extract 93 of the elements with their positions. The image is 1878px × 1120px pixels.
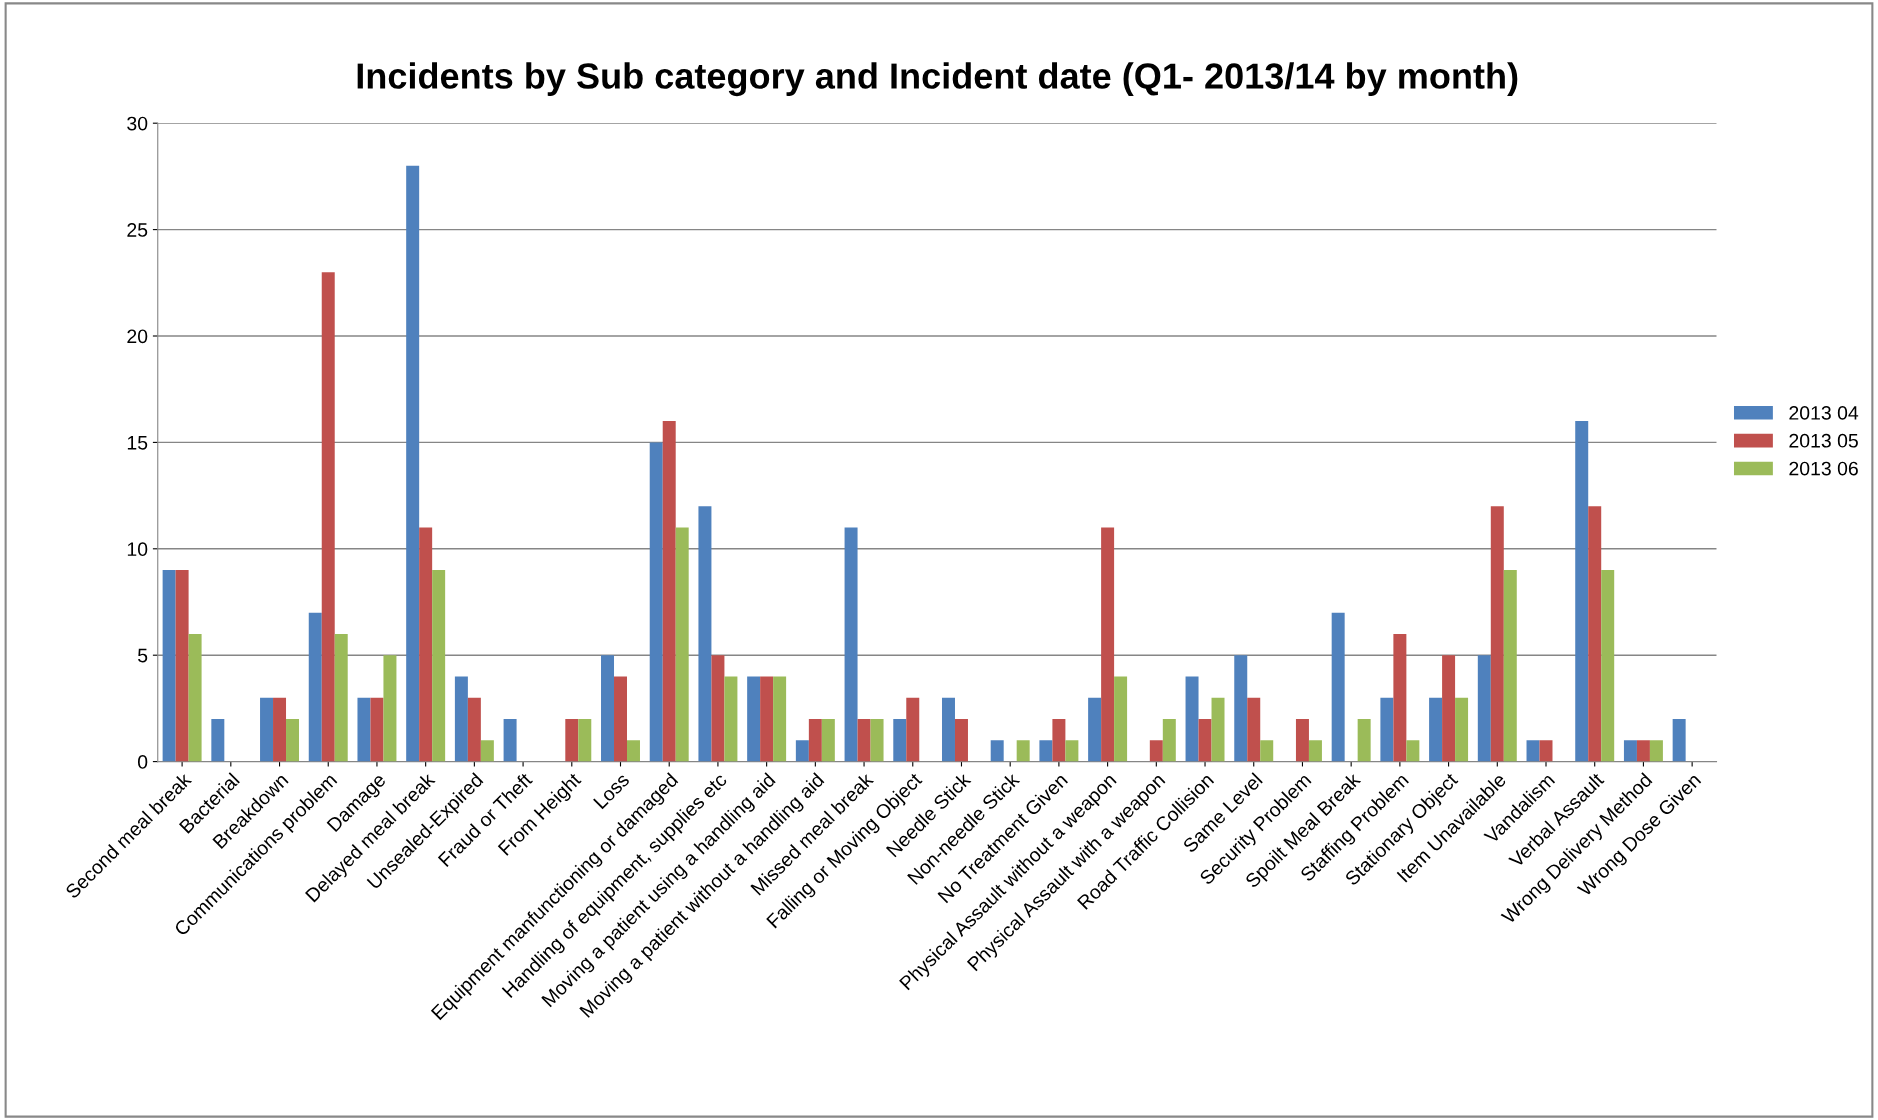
bar [1101, 527, 1115, 762]
bar [893, 719, 907, 762]
bar [1114, 676, 1128, 762]
bar [760, 676, 774, 762]
bar [1503, 570, 1517, 762]
bar [698, 506, 712, 762]
bar [370, 697, 384, 762]
bar [773, 676, 787, 762]
bar [1185, 676, 1199, 762]
bar [1636, 740, 1650, 762]
bar [870, 719, 884, 762]
bar [601, 655, 615, 762]
bar [662, 421, 676, 762]
bar [406, 165, 420, 762]
bar [503, 719, 517, 762]
bar [357, 697, 371, 762]
bar [454, 676, 468, 762]
bar [1039, 740, 1053, 762]
bar [747, 676, 761, 762]
bar [941, 697, 955, 762]
bar [1198, 719, 1212, 762]
bar [1211, 697, 1225, 762]
bar [1260, 740, 1274, 762]
bar [711, 655, 725, 762]
bar [334, 633, 348, 762]
bar [565, 719, 579, 762]
y-tick-label: 20 [127, 329, 148, 344]
bar [954, 719, 968, 762]
y-tick-label: 25 [127, 223, 148, 237]
bar [467, 697, 481, 762]
bar [1149, 740, 1163, 762]
bar [1672, 719, 1686, 762]
bar [175, 570, 189, 762]
bar [675, 527, 689, 762]
y-tick-label: 0 [137, 755, 148, 769]
bar [1490, 506, 1504, 762]
bar [383, 655, 397, 762]
bar [321, 272, 335, 762]
bar [1588, 506, 1602, 762]
legend-label: 2013 04 [1789, 406, 1859, 420]
bar [1649, 740, 1663, 762]
bar [990, 740, 1004, 762]
bar [1406, 740, 1420, 762]
bar [260, 697, 274, 762]
y-tick-label: 15 [127, 436, 148, 450]
bar [1308, 740, 1322, 762]
bar [1442, 655, 1456, 762]
bar [480, 740, 494, 762]
legend-label: 2013 06 [1789, 461, 1858, 476]
bar [906, 697, 920, 762]
bar [578, 719, 592, 762]
bar [1477, 655, 1491, 762]
bar [1295, 719, 1309, 762]
bar [1526, 740, 1540, 762]
bar [724, 676, 738, 762]
bar [211, 719, 225, 762]
y-tick-label: 10 [127, 542, 148, 557]
bar [1162, 719, 1176, 762]
bar [821, 719, 835, 762]
y-tick-label: 30 [127, 116, 148, 131]
bar [1234, 655, 1248, 762]
bar [419, 527, 433, 762]
bar [795, 740, 809, 762]
bar [432, 570, 446, 762]
bar [844, 527, 858, 762]
bar [1575, 421, 1589, 762]
legend-label: 2013 05 [1789, 433, 1858, 448]
bar [273, 697, 287, 762]
bar [614, 676, 627, 762]
bar [188, 633, 202, 762]
y-tick-label: 5 [137, 648, 148, 663]
bar [627, 740, 640, 762]
bar [308, 612, 322, 762]
bar [1429, 697, 1443, 762]
bar [1052, 719, 1066, 762]
bar [1623, 740, 1637, 762]
bar [1539, 740, 1553, 762]
bar [1065, 740, 1079, 762]
bar [1393, 633, 1407, 762]
bar [1331, 612, 1345, 762]
bar [1016, 740, 1030, 762]
bar [1601, 570, 1615, 762]
bar [162, 570, 176, 762]
bar [1247, 697, 1261, 762]
bar [649, 442, 663, 762]
bar [286, 719, 300, 762]
bar [1088, 697, 1102, 762]
bar [808, 719, 822, 762]
bar [1357, 719, 1371, 762]
bar [1380, 697, 1394, 762]
bar [1455, 697, 1469, 762]
chart-title: Incidents by Sub category and Incident date (Q1- 2013/14 by month) [357, 62, 1518, 97]
bar [857, 719, 871, 762]
